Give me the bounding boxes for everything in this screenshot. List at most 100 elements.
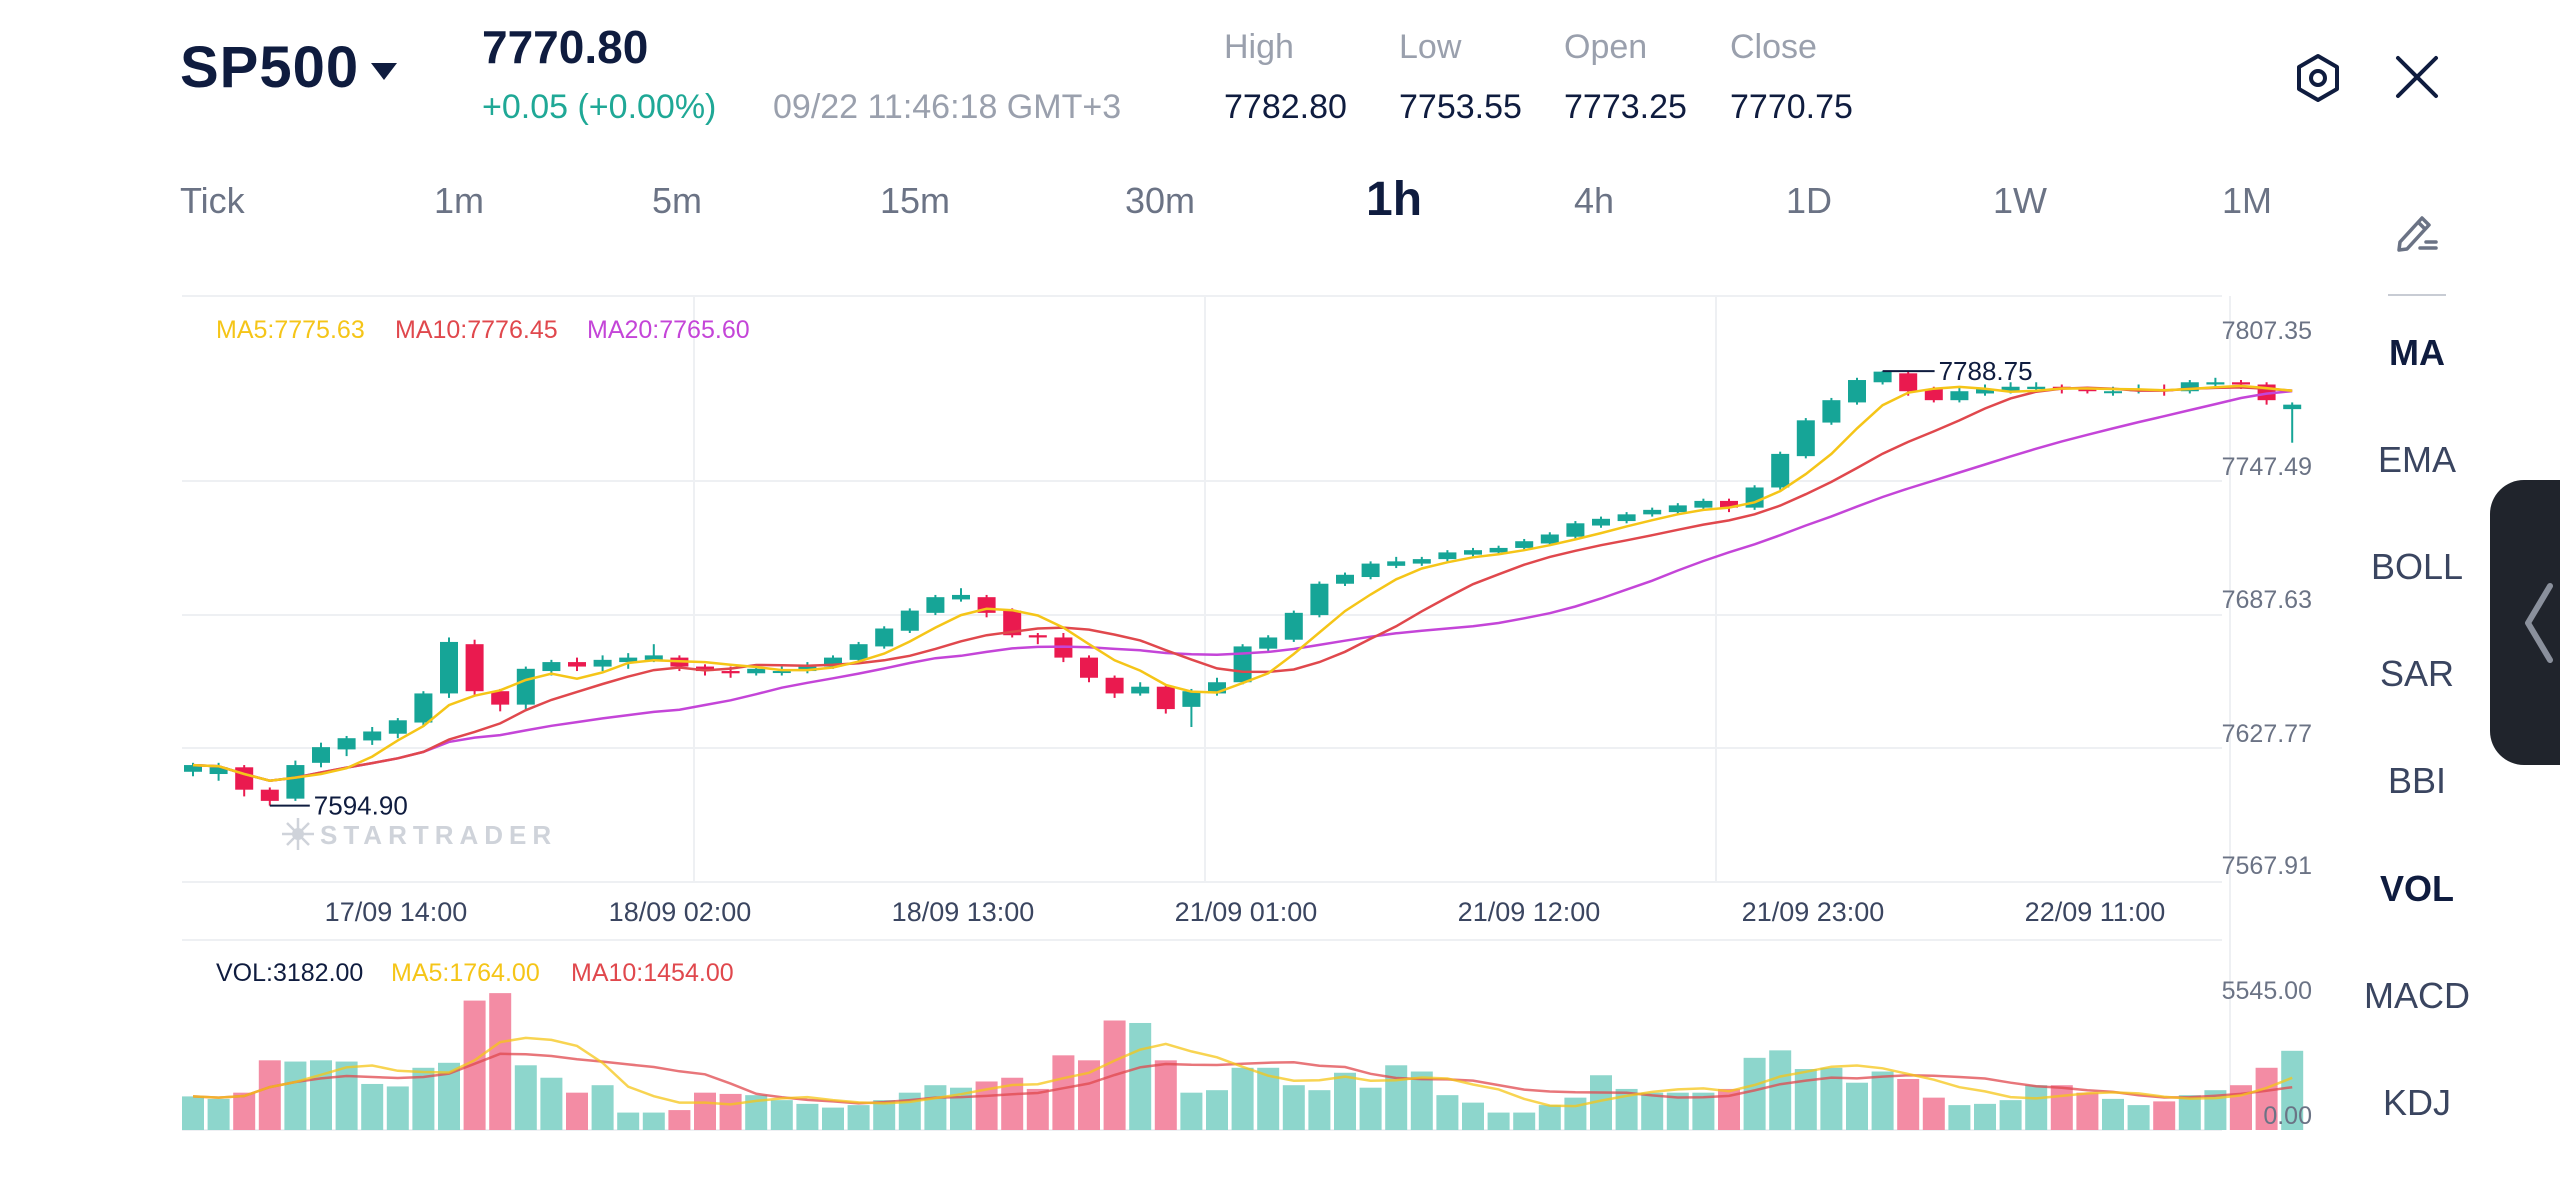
- volume-bar-up: [1538, 1105, 1561, 1130]
- candle-down: [568, 662, 586, 667]
- candle-up: [440, 641, 458, 694]
- candle-up: [875, 628, 894, 647]
- candle-up: [1464, 550, 1482, 555]
- candle-up: [1668, 505, 1687, 513]
- vol-y-tick-label: 0.00: [2263, 1102, 2312, 1130]
- tab-5m[interactable]: 5m: [652, 180, 703, 221]
- ma20-line: [192, 389, 2293, 782]
- side-drawer-handle[interactable]: [2490, 480, 2560, 765]
- candle-up: [414, 693, 433, 723]
- tab-30m[interactable]: 30m: [1125, 180, 1196, 221]
- tab-1h[interactable]: 1h: [1366, 173, 1423, 226]
- indicator-kdj[interactable]: KDJ: [2382, 1082, 2451, 1123]
- x-tick-label: 22/09 11:00: [2025, 897, 2166, 927]
- tab-15m[interactable]: 15m: [880, 180, 951, 221]
- y-tick-label: 7747.49: [2222, 453, 2312, 481]
- volume-bar-up: [1615, 1088, 1638, 1130]
- tab-1d[interactable]: 1D: [1786, 180, 1833, 221]
- volume-bar-down: [694, 1092, 716, 1130]
- tab-4h[interactable]: 4h: [1574, 180, 1615, 221]
- candle-up: [1694, 500, 1713, 508]
- y-tick-label: 7627.77: [2222, 720, 2312, 748]
- volume-bar-up: [1180, 1092, 1203, 1130]
- settings-button[interactable]: [2290, 50, 2346, 106]
- candle-up: [2104, 391, 2122, 394]
- volume-bar-down: [1922, 1097, 1945, 1130]
- tab-1m[interactable]: 1m: [434, 180, 485, 221]
- tab-tick[interactable]: Tick: [180, 180, 245, 221]
- close-button[interactable]: [2388, 48, 2446, 106]
- candle-up: [1515, 541, 1534, 548]
- vol-ma5-line: [192, 1036, 2293, 1108]
- price-chart[interactable]: STARTRADER MA5:7775.63 MA10:7776.45 MA20…: [0, 0, 2340, 1177]
- volume-bar-down: [975, 1081, 998, 1130]
- candle-up: [1976, 388, 1994, 394]
- candle-up: [1873, 371, 1892, 383]
- candle-up: [1233, 646, 1252, 683]
- volume-bar-up: [1487, 1112, 1510, 1130]
- low-value: 7753.55: [1399, 88, 1522, 126]
- volume-bar-up: [1436, 1095, 1459, 1130]
- candle-down: [1924, 388, 1943, 401]
- symbol-selector[interactable]: SP500: [180, 34, 398, 101]
- candle-down: [1003, 610, 1022, 636]
- candle-down: [1105, 677, 1124, 694]
- indicator-sar[interactable]: SAR: [2379, 653, 2455, 694]
- open-label: Open: [1564, 28, 1648, 66]
- candle-down: [235, 767, 254, 790]
- volume-bar-down: [668, 1110, 691, 1130]
- open-value: 7773.25: [1564, 88, 1687, 126]
- candle-up: [209, 767, 228, 775]
- symbol-label: SP500: [180, 35, 360, 100]
- y-tick-label: 7687.63: [2222, 586, 2312, 614]
- volume-bar-down: [719, 1093, 742, 1130]
- candle-up: [619, 657, 638, 663]
- candle-up: [286, 765, 305, 799]
- volume-bar-down: [1897, 1078, 1920, 1130]
- volume-bar-up: [182, 1096, 204, 1130]
- price-change: +0.05 (+0.00%): [482, 88, 717, 126]
- volume-bar-up: [642, 1112, 665, 1130]
- tab-1w[interactable]: 1W: [1993, 180, 2047, 221]
- volume-bar-up: [796, 1103, 819, 1130]
- volume-bar-up: [1641, 1092, 1664, 1130]
- indicator-ema[interactable]: EMA: [2377, 439, 2456, 480]
- indicator-macd[interactable]: MACD: [2364, 975, 2470, 1016]
- volume-bar-up: [2281, 1050, 2304, 1130]
- volume-bar-up: [207, 1098, 230, 1130]
- volume-bar-up: [1257, 1067, 1280, 1130]
- volume-bar-up: [1974, 1103, 1996, 1130]
- x-tick-label: 21/09 12:00: [1458, 897, 1601, 927]
- volume-bar-up: [438, 1062, 460, 1130]
- candle-up: [849, 644, 868, 660]
- indicator-ma[interactable]: MA: [2389, 332, 2445, 373]
- indicator-bbi[interactable]: BBI: [2387, 760, 2447, 801]
- candle-up: [1489, 547, 1508, 553]
- candle-up: [1387, 561, 1406, 566]
- vol-y-tick-label: 5545.00: [2222, 977, 2312, 1005]
- ma5-line: [192, 384, 2293, 782]
- tab-1m-month[interactable]: 1M: [2222, 180, 2273, 221]
- quote-timestamp: 09/22 11:46:18 GMT+3: [773, 88, 1122, 126]
- indicator-vol[interactable]: VOL: [2379, 868, 2454, 909]
- volume-bar-down: [2050, 1085, 2073, 1130]
- candle-up: [1796, 420, 1815, 457]
- volume-bar-up: [2178, 1095, 2201, 1130]
- volume-bar-up: [540, 1077, 563, 1130]
- volume-bar-up: [1692, 1092, 1715, 1130]
- volume-bar-down: [1078, 1060, 1100, 1130]
- volume-bar-up: [591, 1085, 614, 1130]
- candle-up: [1438, 552, 1457, 560]
- candle-up: [337, 738, 356, 750]
- indicator-boll[interactable]: BOLL: [2370, 546, 2464, 587]
- volume-bar-up: [1794, 1069, 1817, 1130]
- draw-tools-button[interactable]: [2392, 206, 2440, 254]
- candle-down: [2232, 382, 2250, 385]
- volume-bar-up: [1206, 1090, 1228, 1130]
- candle-up: [1822, 400, 1841, 423]
- high-value: 7782.80: [1224, 88, 1347, 126]
- min-price-label: 7594.90: [314, 791, 408, 821]
- volume-bars-layer: [182, 993, 2304, 1130]
- candle-up: [1284, 612, 1303, 640]
- candle-up: [1643, 509, 1662, 515]
